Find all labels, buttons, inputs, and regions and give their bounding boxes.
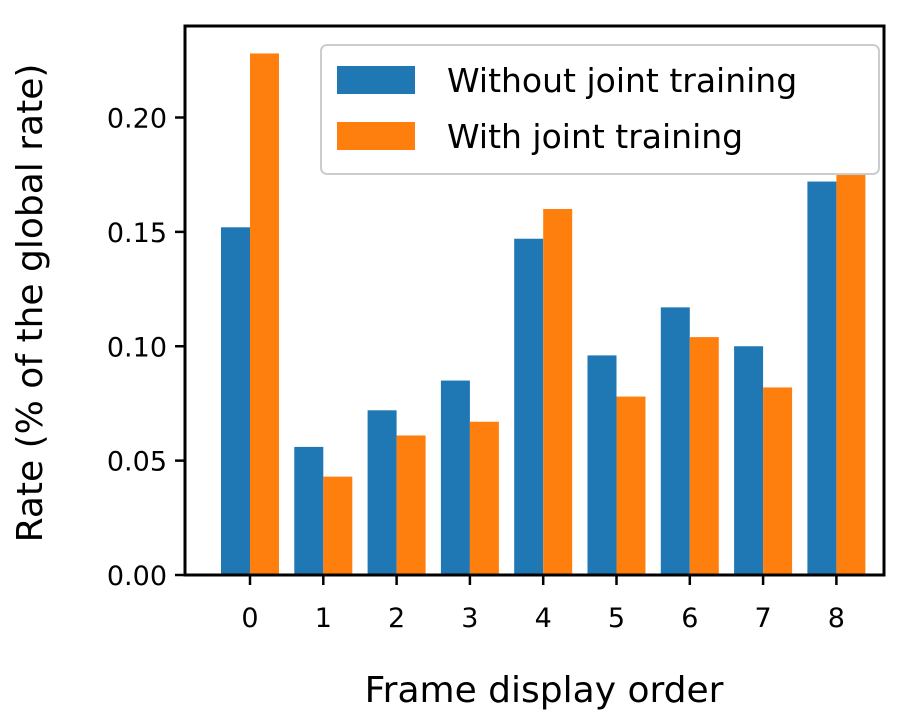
legend-entry-label: With joint training xyxy=(447,117,743,156)
bar-without-joint-training-2 xyxy=(367,410,397,575)
x-tick-label: 8 xyxy=(828,603,845,634)
bar-with-joint-training-1 xyxy=(323,476,353,575)
y-tick-label: 0.05 xyxy=(107,447,167,478)
legend: Without joint training With joint trainin… xyxy=(320,44,880,175)
x-tick-label: 5 xyxy=(608,603,625,634)
bar-with-joint-training-3 xyxy=(469,421,499,575)
bar-with-joint-training-0 xyxy=(250,53,279,575)
bar-without-joint-training-0 xyxy=(221,227,250,576)
axes-layer: 0.00 0.05 0.10 0.15 0.20 0 1 2 3 4 5 6 7 8 xyxy=(107,24,886,634)
legend-entry-label: Without joint training xyxy=(447,61,797,100)
bar-with-joint-training-5 xyxy=(616,396,646,575)
x-axis-label: Frame display order xyxy=(365,670,724,711)
bar-with-joint-training-2 xyxy=(396,435,426,575)
legend-swatch xyxy=(337,66,415,94)
y-tick-label: 0.10 xyxy=(107,332,167,363)
y-tick-label: 0.15 xyxy=(107,218,167,249)
x-tick-label: 4 xyxy=(535,603,552,634)
legend-swatch xyxy=(337,122,415,150)
x-tick-label: 6 xyxy=(681,603,698,634)
bar-with-joint-training-7 xyxy=(763,387,793,575)
bar-with-joint-training-6 xyxy=(689,337,719,575)
y-tick-label: 0.00 xyxy=(107,561,167,592)
plot-frame xyxy=(183,24,886,577)
legend-box xyxy=(320,44,880,175)
bar-without-joint-training-6 xyxy=(660,307,690,575)
bar-without-joint-training-8 xyxy=(807,181,837,576)
y-axis-label: Rate (% of the global rate) xyxy=(10,64,51,543)
x-tick-label: 2 xyxy=(388,603,405,634)
bars-layer xyxy=(221,53,866,576)
x-tick-label: 0 xyxy=(241,603,258,634)
x-tick-label: 1 xyxy=(315,603,332,634)
bar-without-joint-training-5 xyxy=(587,355,617,575)
bar-with-joint-training-8 xyxy=(836,174,866,575)
bar-without-joint-training-4 xyxy=(514,238,544,576)
x-tick-label: 3 xyxy=(461,603,478,634)
bar-with-joint-training-4 xyxy=(543,209,573,575)
x-tick-label: 7 xyxy=(755,603,772,634)
bar-without-joint-training-3 xyxy=(440,380,470,575)
bar-without-joint-training-1 xyxy=(294,446,324,575)
bar-without-joint-training-7 xyxy=(734,346,764,575)
y-tick-label: 0.20 xyxy=(107,104,167,135)
